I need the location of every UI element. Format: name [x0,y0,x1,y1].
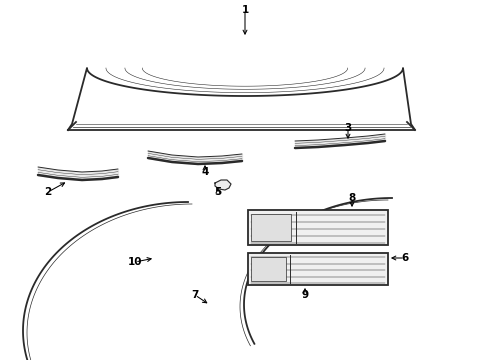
Bar [251,257,286,281]
Text: 2: 2 [45,187,51,197]
Text: 10: 10 [128,257,142,267]
Text: 1: 1 [242,5,248,15]
Text: 5: 5 [215,187,221,197]
Text: 9: 9 [301,290,309,300]
Bar [251,214,291,241]
Polygon shape [68,68,415,130]
Bar [248,253,388,285]
Polygon shape [215,180,231,190]
Text: 6: 6 [401,253,409,263]
Text: 7: 7 [191,290,198,300]
Bar [248,210,388,245]
Text: 8: 8 [348,193,356,203]
Text: 3: 3 [344,123,352,133]
Text: 4: 4 [201,167,209,177]
